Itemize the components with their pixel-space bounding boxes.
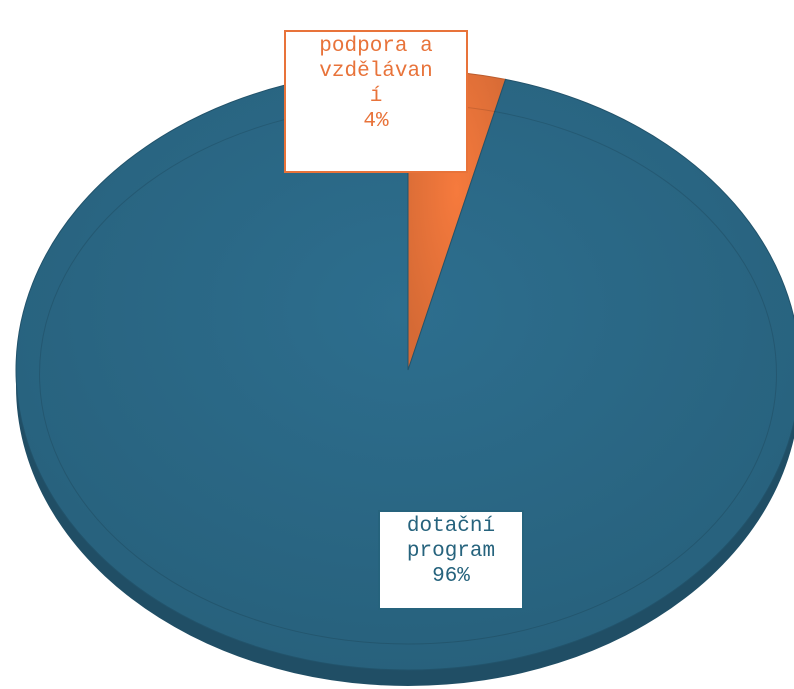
slice-label-podpora: podpora a vzdělávan í 4% — [284, 30, 468, 173]
slice-label-line: podpora a — [319, 35, 433, 58]
slice-label-line: program — [406, 540, 496, 563]
pie-slice — [15, 69, 794, 671]
slice-value-label: 96% — [432, 565, 470, 588]
slice-label-line: dotační — [406, 515, 496, 538]
slice-value-label: 4% — [363, 110, 389, 133]
slice-label-line: vzdělávan — [319, 60, 433, 83]
slice-label-dotacni: dotační program 96% — [378, 510, 524, 610]
slice-label-line: í — [369, 85, 383, 108]
